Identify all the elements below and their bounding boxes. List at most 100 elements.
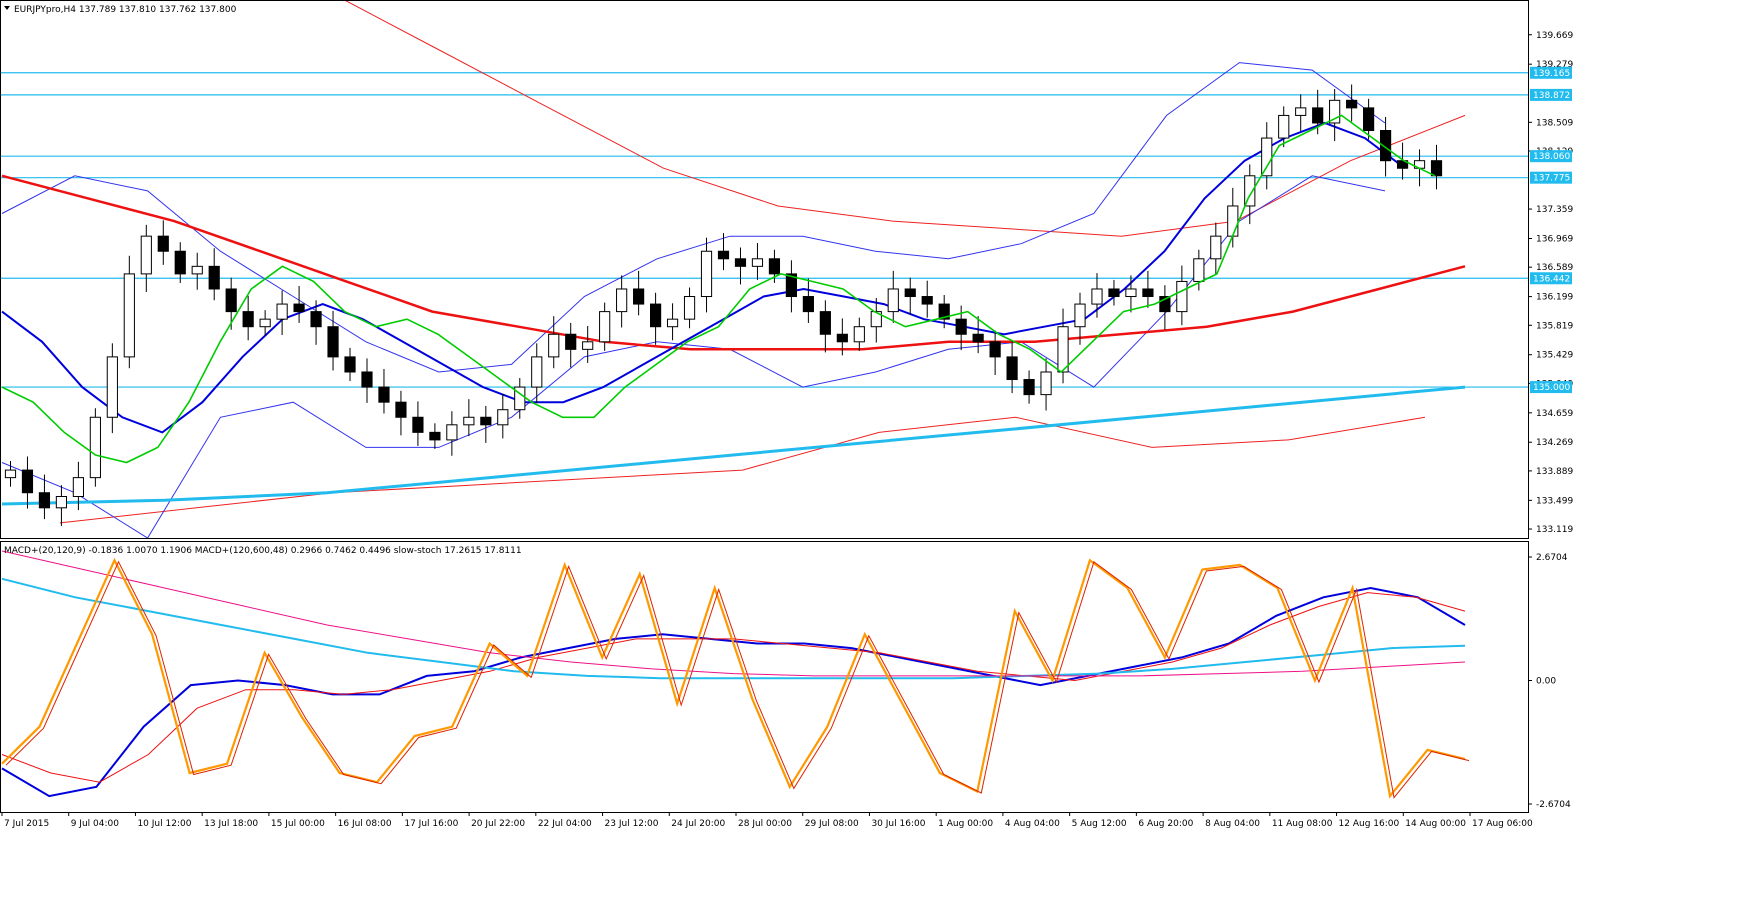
candle-body-11 [191, 265, 203, 275]
candle-body-79 [1346, 99, 1358, 109]
time-tick-label-16: 5 Aug 12:00 [1072, 819, 1127, 829]
candle-body-61 [1040, 371, 1052, 396]
envelope-lower [59, 416, 1426, 524]
candle-body-76 [1295, 107, 1307, 116]
indicator-pane [1, 550, 1470, 799]
symbol-header: EURJPYpro,H4 137.789 137.810 137.762 137… [14, 5, 237, 15]
candle-body-19 [327, 326, 339, 358]
candle-body-63 [1074, 303, 1086, 328]
candle-body-41 [700, 250, 713, 298]
time-tick-label-13: 30 Jul 16:00 [871, 819, 925, 829]
candle-body-54 [921, 296, 933, 305]
candle-body-52 [887, 288, 899, 313]
time-tick-label-21: 14 Aug 00:00 [1405, 819, 1466, 829]
indicator-series-3 [1, 550, 1466, 677]
time-tick-label-9: 23 Jul 12:00 [605, 819, 659, 829]
candle-body-56 [955, 318, 967, 335]
candle-body-78 [1329, 99, 1341, 124]
price-tick-label-6: 136.589 [1536, 263, 1573, 273]
ma-long [1, 385, 1466, 506]
candle-body-49 [836, 333, 848, 343]
candle-body-44 [751, 258, 764, 267]
indicator-tick-label-2: -2.6704 [1536, 800, 1571, 810]
candle-body-43 [734, 258, 747, 267]
candle-body-34 [582, 341, 594, 350]
stoch-signal [5, 560, 1470, 799]
price-tick-label-0: 139.669 [1536, 31, 1573, 41]
level-tag-3 [1530, 171, 1572, 184]
indicator-series-4 [1, 557, 1466, 799]
time-tick-label-18: 8 Aug 04:00 [1205, 819, 1260, 829]
price-tick-label-5: 136.969 [1536, 234, 1573, 244]
price-tick-label-8: 135.819 [1536, 321, 1573, 331]
candle-body-84 [1430, 160, 1443, 177]
indicator-tick-label-1: 0.00 [1536, 677, 1556, 687]
time-tick-label-20: 12 Aug 16:00 [1339, 819, 1400, 829]
ma-slow [1, 174, 1466, 351]
time-tick-label-0: 7 Jul 2015 [4, 819, 49, 829]
price-tick-label-11: 134.659 [1536, 409, 1573, 419]
time-tick-label-2: 10 Jul 12:00 [137, 819, 191, 829]
candle-body-8 [140, 235, 152, 275]
bands-upper [1, 62, 1386, 373]
candle-body-13 [225, 288, 237, 313]
candle-body-68 [1159, 296, 1171, 313]
time-tick-label-5: 16 Jul 08:00 [338, 819, 392, 829]
level-tag-5 [1530, 381, 1572, 394]
candle-body-33 [565, 333, 577, 350]
bands-lower [1, 175, 1386, 539]
indicator-header: MACD+(20,120,9) -0.1836 1.0070 1.1906 MA… [4, 546, 522, 556]
candle-body-7 [123, 273, 135, 358]
candle-body-35 [599, 311, 611, 343]
price-tick-label-4: 137.359 [1536, 205, 1573, 215]
candle-body-62 [1057, 326, 1069, 373]
candle-body-23 [395, 401, 407, 418]
time-tick-label-11: 28 Jul 00:00 [738, 819, 792, 829]
candle-body-16 [276, 303, 288, 320]
time-tick-label-8: 22 Jul 04:00 [538, 819, 592, 829]
level-tag-label-2: 138.060 [1533, 152, 1570, 162]
time-tick-label-1: 9 Jul 04:00 [71, 819, 120, 829]
price-tick-label-9: 135.429 [1536, 351, 1573, 361]
candle-body-24 [412, 416, 424, 433]
candle-body-75 [1278, 114, 1290, 139]
candle-body-53 [904, 288, 916, 298]
candle-body-59 [1006, 356, 1018, 381]
candle-body-5 [89, 416, 101, 479]
candle-body-17 [293, 303, 305, 313]
candle-body-47 [802, 296, 814, 313]
header-arrow-icon [4, 6, 10, 10]
candle-body-21 [361, 371, 373, 388]
candle-body-60 [1023, 379, 1035, 396]
candle-body-32 [548, 333, 560, 358]
price-tick-label-12: 134.269 [1536, 438, 1573, 448]
candle-body-25 [429, 431, 441, 441]
price-tick-label-1: 139.279 [1536, 60, 1573, 70]
candle-body-10 [174, 250, 186, 275]
axes: 139.669139.279138.509138.129137.359136.9… [0, 0, 1573, 829]
level-tag-label-3: 137.775 [1533, 174, 1570, 184]
candle-body-40 [683, 296, 696, 320]
candle-body-55 [938, 303, 950, 320]
candle-body-3 [55, 495, 68, 509]
candle-body-38 [650, 303, 662, 328]
level-tag-2 [1530, 150, 1572, 163]
candle-body-14 [242, 311, 254, 328]
indicator-pane-frame [0, 541, 1529, 813]
indicator-series-2 [1, 577, 1466, 680]
candle-body-4 [72, 477, 84, 497]
candle-body-66 [1125, 288, 1137, 298]
ma-fast [1, 114, 1436, 464]
candle-body-39 [666, 318, 679, 328]
time-tick-label-3: 13 Jul 18:00 [204, 819, 258, 829]
candle-body-9 [157, 235, 169, 252]
price-tick-label-2: 138.509 [1536, 118, 1573, 128]
price-tick-label-7: 136.199 [1536, 293, 1573, 303]
candle-body-67 [1142, 288, 1154, 298]
candle-body-72 [1227, 205, 1239, 237]
candle-body-30 [514, 386, 526, 411]
level-tag-1 [1530, 88, 1572, 101]
time-tick-label-10: 24 Jul 20:00 [671, 819, 725, 829]
candle-body-6 [106, 356, 118, 418]
time-tick-label-6: 17 Jul 16:00 [404, 819, 458, 829]
